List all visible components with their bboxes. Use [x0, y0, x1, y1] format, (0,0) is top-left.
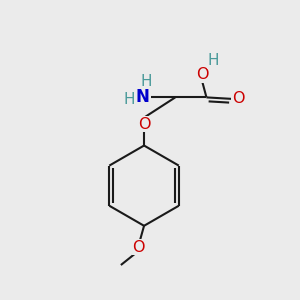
Text: O: O — [138, 117, 150, 132]
Text: H: H — [208, 53, 219, 68]
Text: N: N — [136, 88, 149, 106]
Text: O: O — [196, 67, 208, 82]
Text: H: H — [140, 74, 152, 88]
Text: H: H — [123, 92, 135, 107]
Text: O: O — [133, 240, 145, 255]
Text: O: O — [232, 92, 244, 106]
